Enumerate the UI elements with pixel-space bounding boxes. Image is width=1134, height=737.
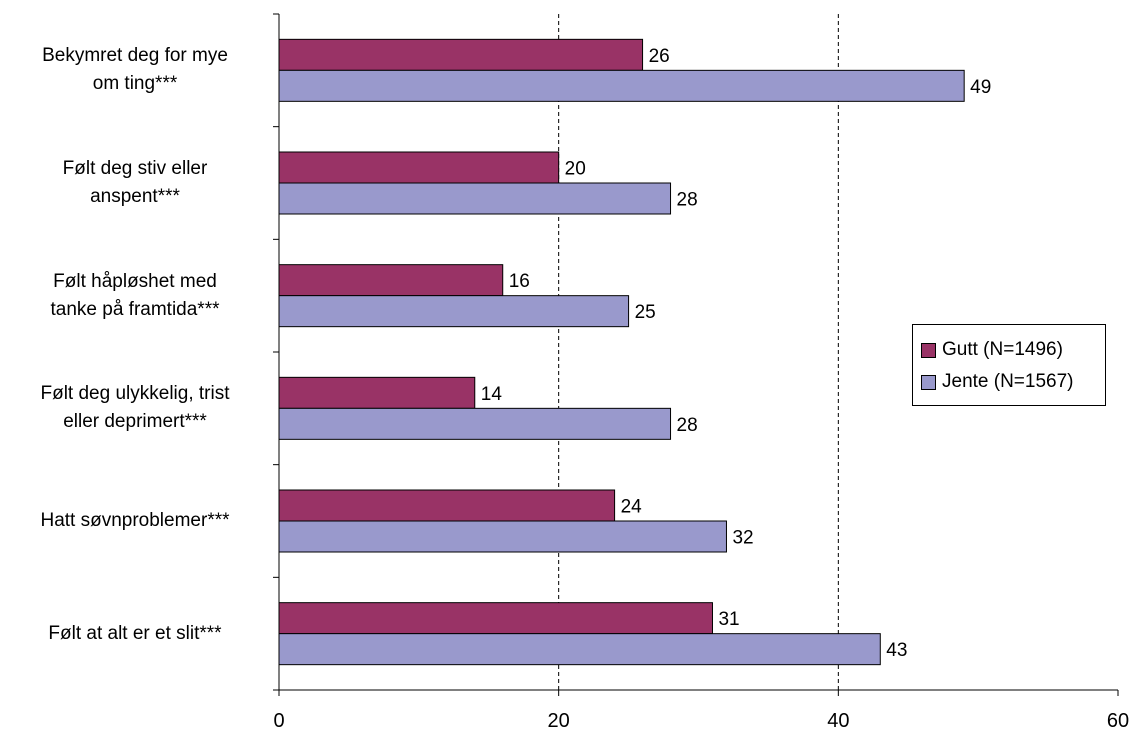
bar-jente [278, 633, 881, 666]
category-label: Følt deg stiv eller anspent*** [62, 158, 208, 207]
x-tick-label: 0 [273, 710, 284, 732]
category-label: Hatt søvnproblemer*** [40, 510, 230, 531]
bar-jente [278, 295, 630, 328]
bar-gutt [278, 602, 713, 635]
bar-gutt [278, 489, 616, 522]
x-tick-label: 60 [1107, 710, 1129, 732]
bar-gutt [278, 264, 504, 297]
data-label: 26 [649, 46, 670, 67]
category-label: Følt deg ulykkelig, trist eller deprimer… [40, 383, 230, 433]
data-label: 28 [677, 190, 698, 211]
legend-label-gutt: Gutt (N=1496) [942, 339, 1063, 360]
bar-jente [278, 407, 672, 440]
bar-gutt [278, 376, 476, 409]
data-label: 16 [509, 271, 530, 292]
data-label: 25 [635, 302, 656, 323]
x-tick-label: 20 [548, 710, 570, 732]
data-label: 43 [886, 640, 907, 661]
legend-label-jente: Jente (N=1567) [942, 371, 1074, 392]
legend-swatch-jente [921, 374, 936, 390]
category-label: Følt at alt er et slit*** [48, 622, 222, 644]
x-tick-label: 40 [827, 710, 849, 732]
data-label: 32 [732, 528, 753, 549]
data-label: 20 [565, 159, 586, 180]
bar-jente [278, 520, 727, 553]
data-label: 31 [718, 609, 739, 630]
legend-swatch-gutt [921, 342, 936, 358]
data-label: 49 [970, 77, 991, 98]
data-label: 14 [481, 384, 503, 405]
bar-gutt [278, 38, 644, 71]
legend-item-gutt: Gutt (N=1496) [921, 337, 1063, 363]
legend-item-jente: Jente (N=1567) [921, 369, 1074, 395]
data-label: 28 [677, 415, 698, 436]
legend: Gutt (N=1496) Jente (N=1567) [912, 324, 1106, 406]
data-label: 24 [621, 497, 643, 518]
bar-gutt [278, 151, 560, 184]
category-label: Bekymret deg for mye om ting*** [42, 45, 228, 95]
category-label: Følt håpløshet med tanke på framtida*** [50, 270, 220, 320]
bar-jente [278, 182, 672, 215]
bar-jente [278, 69, 965, 102]
